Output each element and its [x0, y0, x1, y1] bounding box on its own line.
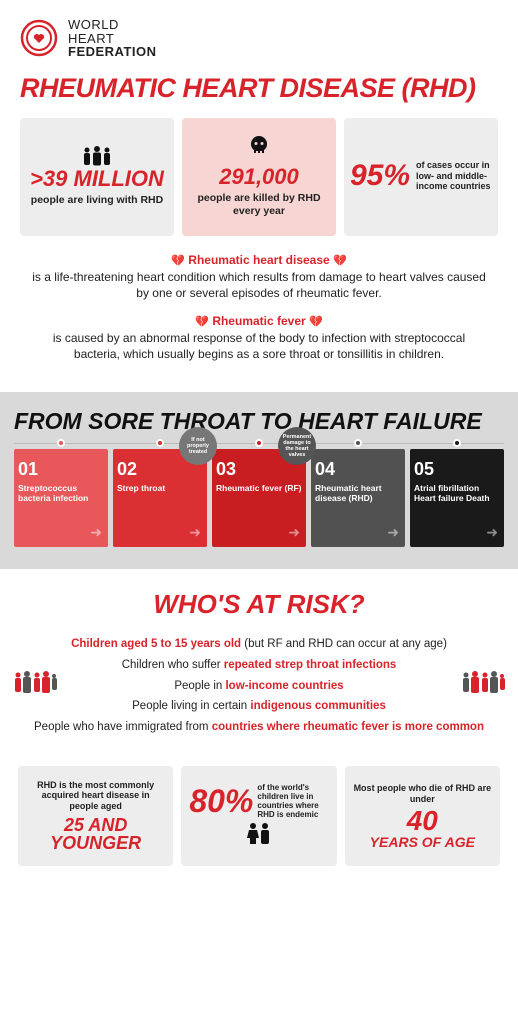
definition-rf: 💔 Rheumatic fever 💔 is caused by an abno… [20, 313, 498, 362]
heart-break-icon: 💔 [333, 255, 347, 267]
risk-item: People living in certain indigenous comm… [18, 696, 500, 717]
progression-step: If not properly treated 02 Strep throat … [113, 449, 207, 547]
crowd-icon [460, 670, 506, 702]
bottom-card-children: 80% of the world's children live in coun… [181, 766, 336, 866]
step-label: Strep throat [117, 484, 203, 494]
definition-rhd: 💔 Rheumatic heart disease 💔 is a life-th… [20, 252, 498, 301]
people-icon [80, 146, 114, 166]
progression-steps: 01 Streptococcus bacteria infection ➜ If… [14, 449, 504, 547]
progression-title: FROM SORE THROAT TO HEART FAILURE [14, 408, 504, 435]
logo-line-1: WORLD [68, 18, 157, 32]
risk-item: People in low-income countries [18, 676, 500, 697]
logo-line-3: FEDERATION [68, 45, 157, 59]
risk-title: WHO'S AT RISK? [18, 589, 500, 620]
step-dot-icon [453, 439, 461, 447]
risk-section: WHO'S AT RISK? Children aged 5 to 15 yea… [0, 569, 518, 751]
step-number: 05 [414, 459, 500, 480]
stat-label: of cases occur in low- and middle-income… [416, 160, 492, 192]
bottom-big-2: YEARS OF AGE [353, 835, 492, 849]
stat-card-cases: 95% of cases occur in low- and middle-in… [344, 118, 498, 236]
step-dot-icon [57, 439, 65, 447]
logo: WORLD HEART FEDERATION [20, 18, 498, 59]
bottom-text: RHD is the most commonly acquired heart … [26, 780, 165, 812]
arrow-icon: ➜ [288, 524, 300, 541]
stat-number: >39 MILLION [30, 168, 164, 190]
progression-section: FROM SORE THROAT TO HEART FAILURE 01 Str… [0, 392, 518, 569]
children-icon [189, 822, 328, 849]
arrow-icon: ➜ [189, 524, 201, 541]
bottom-big: 25 AND YOUNGER [26, 816, 165, 852]
bottom-text: of the world's children live in countrie… [257, 783, 328, 820]
risk-item: People who have immigrated from countrie… [18, 717, 500, 738]
bottom-stat-row: RHD is the most commonly acquired heart … [18, 766, 500, 866]
progression-step: 04 Rheumatic heart disease (RHD) ➜ [311, 449, 405, 547]
arrow-icon: ➜ [90, 524, 102, 541]
def-title: Rheumatic fever [212, 314, 305, 328]
stat-number: 291,000 [219, 166, 299, 188]
heart-break-icon: 💔 [309, 316, 323, 328]
heart-break-icon: 💔 [195, 316, 209, 328]
risk-item: Children aged 5 to 15 years old (but RF … [18, 634, 500, 655]
risk-list: Children aged 5 to 15 years old (but RF … [18, 634, 500, 737]
stat-label: people are killed by RHD every year [188, 192, 330, 217]
def-body: is caused by an abnormal response of the… [53, 331, 465, 361]
stat-label: people are living with RHD [31, 194, 163, 207]
progression-step: 05 Atrial fibrillation Heart failure Dea… [410, 449, 504, 547]
crowd-icon [12, 670, 58, 702]
page-title: RHEUMATIC HEART DISEASE (RHD) [20, 73, 498, 104]
step-label: Rheumatic heart disease (RHD) [315, 484, 401, 504]
step-dot-icon [354, 439, 362, 447]
heart-logo-icon [20, 19, 58, 57]
step-dot-icon [255, 439, 263, 447]
bottom-card-age: RHD is the most commonly acquired heart … [18, 766, 173, 866]
arrow-icon: ➜ [387, 524, 399, 541]
risk-item: Children who suffer repeated strep throa… [18, 655, 500, 676]
progression-step: Permanent damage to the heart valves 03 … [212, 449, 306, 547]
stat-card-deaths: 291,000 people are killed by RHD every y… [182, 118, 336, 236]
step-label: Rheumatic fever (RF) [216, 484, 302, 494]
step-number: 01 [18, 459, 104, 480]
stat-row: >39 MILLION people are living with RHD 2… [20, 118, 498, 236]
progression-step: 01 Streptococcus bacteria infection ➜ [14, 449, 108, 547]
def-title: Rheumatic heart disease [188, 253, 329, 267]
bottom-text: Most people who die of RHD are under [353, 783, 492, 805]
arrow-icon: ➜ [486, 524, 498, 541]
stat-number: 95% [350, 159, 410, 193]
heart-break-icon: 💔 [171, 255, 185, 267]
def-body: is a life-threatening heart condition wh… [32, 270, 486, 300]
bottom-card-mortality: Most people who die of RHD are under 40 … [345, 766, 500, 866]
bottom-big: 40 [353, 807, 492, 835]
step-number: 04 [315, 459, 401, 480]
step-label: Streptococcus bacteria infection [18, 484, 104, 504]
skull-icon [247, 134, 271, 164]
step-label: Atrial fibrillation Heart failure Death [414, 484, 500, 504]
step-dot-icon [156, 439, 164, 447]
stat-card-living: >39 MILLION people are living with RHD [20, 118, 174, 236]
bottom-big: 80% [189, 783, 253, 820]
logo-line-2: HEART [68, 32, 157, 46]
